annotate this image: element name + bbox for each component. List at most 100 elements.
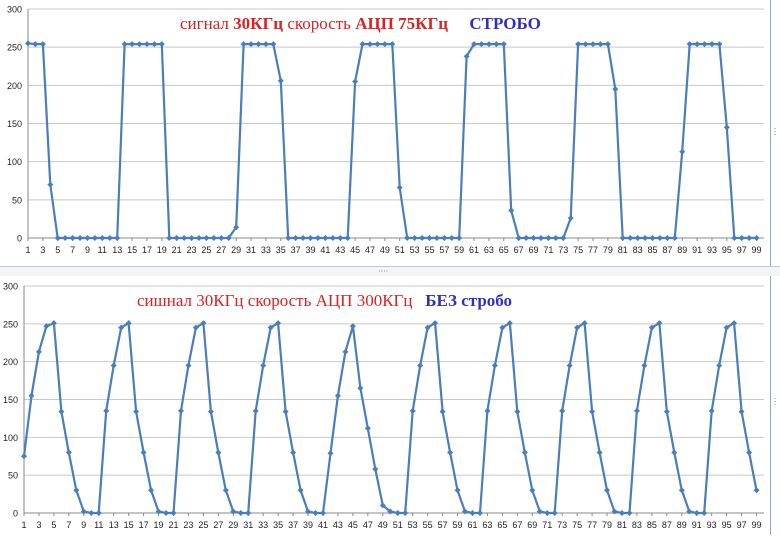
bottom-chart-xtick-label: 89 bbox=[677, 520, 687, 530]
bottom-chart-xtick-label: 35 bbox=[273, 520, 283, 530]
bottom-chart-data-point bbox=[327, 450, 334, 457]
bottom-chart-xtick-label: 11 bbox=[94, 520, 103, 530]
top-chart-data-point bbox=[352, 78, 359, 85]
bottom-chart-data-point bbox=[529, 487, 536, 494]
top-chart-data-point bbox=[292, 235, 299, 241]
bottom-chart-data-point bbox=[357, 385, 364, 392]
bottom-chart-data-point bbox=[387, 508, 394, 515]
top-chart-data-point bbox=[612, 86, 619, 93]
bottom-chart-data-point bbox=[693, 510, 700, 516]
bottom-chart-data-point bbox=[290, 449, 297, 456]
top-chart-data-point bbox=[463, 53, 470, 60]
bottom-chart-data-point bbox=[364, 425, 371, 432]
bottom-chart-data-point bbox=[604, 487, 611, 494]
bottom-chart-data-point bbox=[65, 449, 72, 456]
top-chart-xtick-label: 77 bbox=[588, 245, 598, 255]
top-chart-data-point bbox=[210, 235, 217, 241]
top-chart-data-point bbox=[478, 41, 485, 48]
bottom-chart-data-point bbox=[148, 487, 155, 494]
top-chart-title-part: скорость bbox=[283, 14, 355, 33]
top-chart-data-point bbox=[604, 41, 611, 48]
top-chart-xtick-label: 87 bbox=[662, 245, 672, 255]
bottom-chart-xtick-label: 73 bbox=[557, 520, 567, 530]
top-chart-data-point bbox=[233, 224, 240, 231]
top-chart-data-point bbox=[582, 41, 589, 48]
top-chart-xtick-label: 51 bbox=[395, 245, 405, 255]
bottom-chart-xtick-label: 19 bbox=[154, 520, 164, 530]
top-chart-data-point bbox=[99, 235, 106, 241]
bottom-chart-xtick-label: 99 bbox=[752, 520, 762, 530]
top-chart-xtick-label: 59 bbox=[454, 245, 464, 255]
bottom-chart-xtick-label: 45 bbox=[348, 520, 358, 530]
top-chart-xtick-label: 49 bbox=[380, 245, 390, 255]
top-chart-xtick-label: 53 bbox=[410, 245, 420, 255]
top-chart-data-point bbox=[329, 235, 336, 241]
top-chart-data-point bbox=[471, 41, 478, 48]
bottom-chart-data-point bbox=[43, 323, 50, 330]
top-chart-data-point bbox=[738, 235, 745, 241]
bottom-chart-data-point bbox=[566, 362, 573, 369]
side-resize-handle-bottom[interactable]: :: bbox=[773, 395, 777, 407]
top-chart-data-point bbox=[69, 235, 76, 241]
bottom-chart-data-point bbox=[476, 510, 483, 516]
top-chart-data-point bbox=[545, 235, 552, 241]
bottom-chart-data-point bbox=[125, 320, 132, 327]
bottom-chart-xtick-label: 5 bbox=[51, 520, 56, 530]
bottom-chart-xtick-label: 37 bbox=[288, 520, 298, 530]
top-chart-data-point bbox=[314, 235, 321, 241]
top-chart-data-point bbox=[530, 235, 537, 241]
top-chart-title-part: СТРОБО bbox=[469, 14, 540, 33]
top-chart-data-point bbox=[143, 41, 150, 48]
bottom-chart-data-point bbox=[648, 324, 655, 331]
bottom-chart-data-point bbox=[73, 487, 80, 494]
top-chart-data-point bbox=[218, 235, 225, 241]
top-chart-data-point bbox=[114, 235, 121, 241]
bottom-chart-xtick-label: 93 bbox=[707, 520, 717, 530]
bottom-chart-xtick-label: 13 bbox=[109, 520, 119, 530]
top-chart-data-point bbox=[381, 41, 388, 48]
bottom-chart-data-point bbox=[454, 487, 461, 494]
bottom-chart-data-point bbox=[28, 392, 35, 399]
top-chart-data-point bbox=[255, 41, 262, 48]
bottom-chart-data-point bbox=[462, 508, 469, 515]
bottom-chart-data-point bbox=[581, 320, 588, 327]
top-chart-data-point bbox=[300, 235, 307, 241]
top-chart-data-point bbox=[344, 235, 351, 241]
bottom-chart-data-point bbox=[746, 449, 753, 456]
top-chart-data-point bbox=[151, 41, 158, 48]
top-chart-xtick-label: 57 bbox=[439, 245, 449, 255]
top-chart-data-point bbox=[590, 41, 597, 48]
bottom-chart-xtick-label: 95 bbox=[722, 520, 732, 530]
bottom-chart-data-point bbox=[671, 449, 678, 456]
bottom-chart-data-point bbox=[409, 407, 416, 414]
bottom-chart-data-point bbox=[305, 508, 312, 515]
bottom-chart-data-point bbox=[260, 362, 267, 369]
bottom-chart-title: сишнал 30КГц скорость АЦП 300КГц БЕЗ стр… bbox=[137, 291, 512, 310]
top-chart-data-point bbox=[62, 235, 69, 241]
bottom-chart-data-point bbox=[275, 320, 282, 327]
top-chart-data-point bbox=[537, 235, 544, 241]
top-chart-data-point bbox=[597, 41, 604, 48]
side-resize-handle-top[interactable]: :: bbox=[773, 125, 777, 137]
top-chart-data-point bbox=[448, 235, 455, 241]
bottom-chart-data-point bbox=[626, 510, 633, 516]
top-chart-xtick-label: 47 bbox=[365, 245, 375, 255]
splitter-grip-icon[interactable]: ···· bbox=[378, 267, 389, 276]
bottom-chart-data-point bbox=[618, 510, 625, 516]
top-chart-data-point bbox=[129, 41, 136, 48]
top-chart-xtick-label: 9 bbox=[85, 245, 90, 255]
bottom-chart-data-point bbox=[708, 407, 715, 414]
bottom-chart-data-point bbox=[312, 510, 319, 516]
bottom-chart-xtick-label: 53 bbox=[408, 520, 418, 530]
bottom-chart-xtick-label: 25 bbox=[198, 520, 208, 530]
bottom-chart-data-point bbox=[506, 320, 513, 327]
bottom-chart-data-point bbox=[230, 508, 237, 515]
top-chart-xtick-label: 89 bbox=[677, 245, 687, 255]
top-chart-xtick-label: 71 bbox=[543, 245, 553, 255]
top-chart-data-point bbox=[723, 124, 730, 131]
bottom-chart-xtick-label: 81 bbox=[617, 520, 627, 530]
top-chart-data-point bbox=[433, 235, 440, 241]
top-chart-xtick-label: 29 bbox=[231, 245, 241, 255]
top-chart-data-point bbox=[753, 235, 760, 241]
